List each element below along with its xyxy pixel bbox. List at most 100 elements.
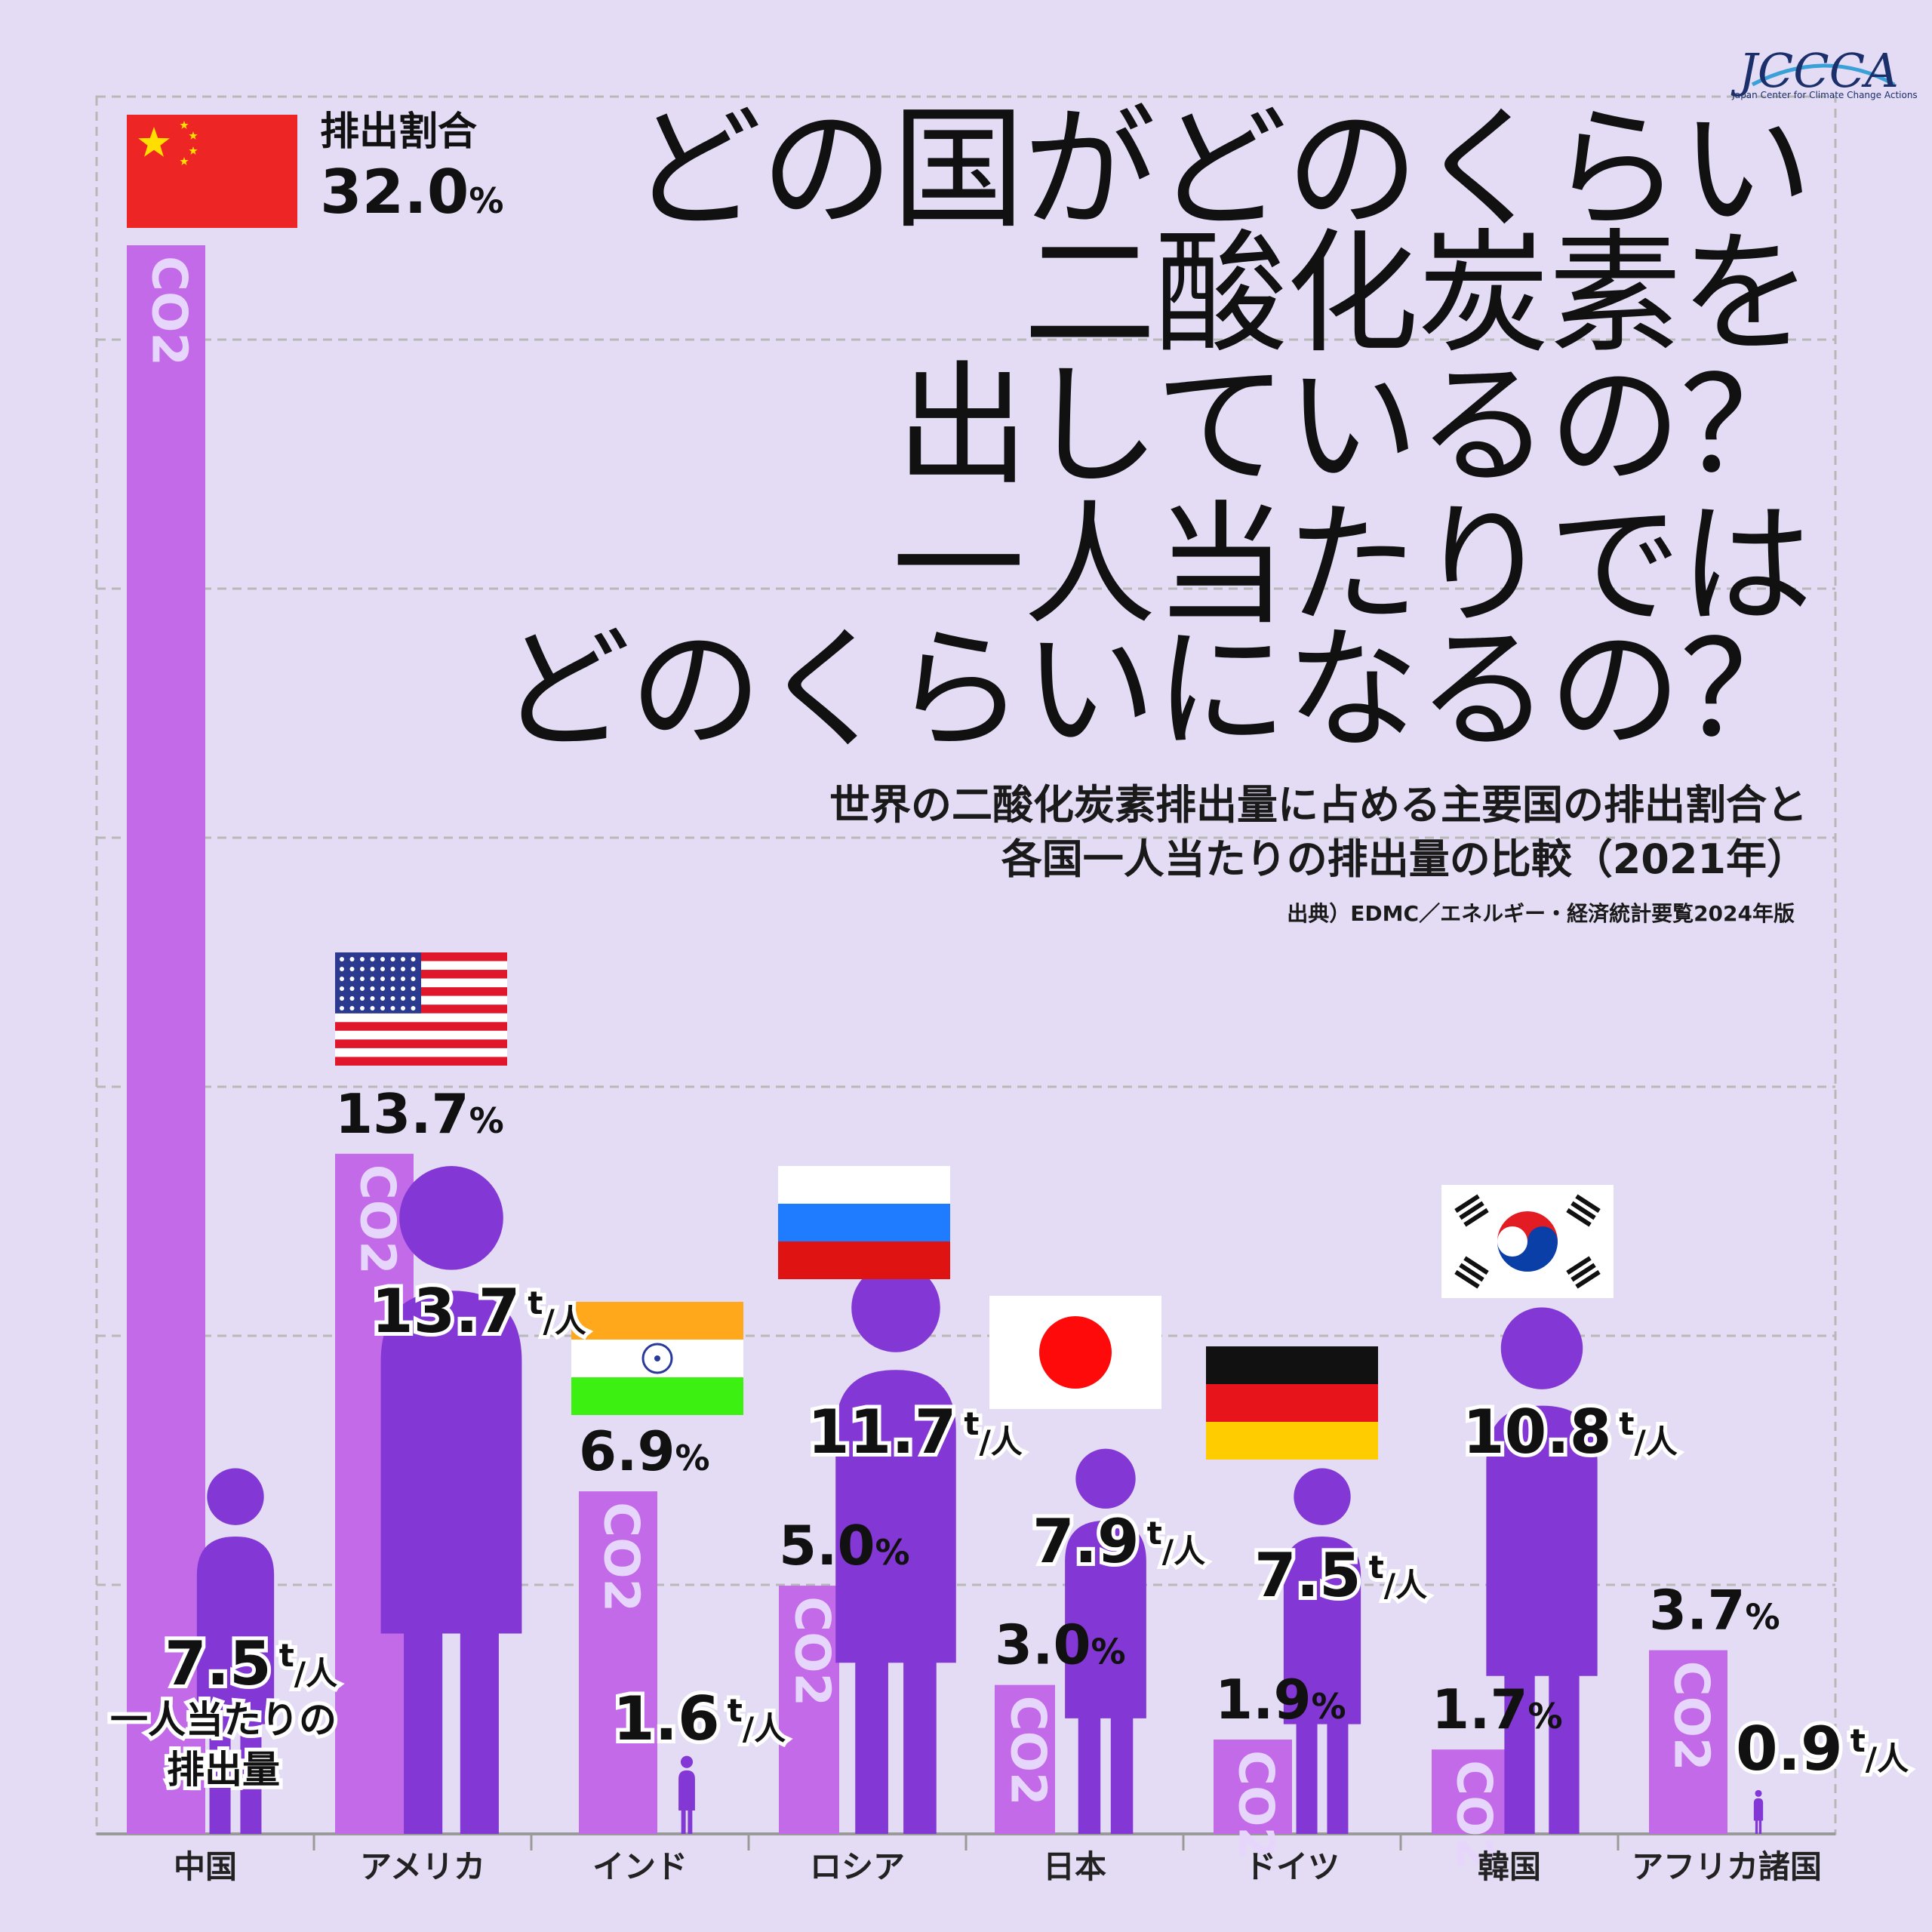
share-pct-label: 6.9% (579, 1420, 710, 1483)
subtitle-line-1: 世界の二酸化炭素排出量に占める主要国の排出割合と (829, 781, 1807, 829)
co2-bar-text: CO2 (1663, 1661, 1718, 1771)
india-flag-icon (571, 1302, 743, 1415)
person-body (1753, 1798, 1764, 1821)
title-block: どの国がどのくらい 二酸化炭素を 出しているの？ 一人当たりでは どのくらいにな… (498, 92, 1813, 926)
chart-grid (95, 95, 1837, 1850)
percap-label: 13.7 t/人 (371, 1276, 586, 1346)
co2-bar-text: CO2 (1445, 1760, 1501, 1870)
jccca-logo: JCCCA Japan Center for Climate Change Ac… (1730, 43, 1918, 100)
percap-caption-1: 一人当たりの (110, 1698, 337, 1742)
person-head (1294, 1468, 1351, 1525)
russia-flag-icon (778, 1166, 950, 1279)
co2-bar-text: CO2 (592, 1502, 648, 1612)
korea-flag-icon (1441, 1185, 1614, 1298)
category-label: アメリカ (360, 1848, 485, 1885)
person-body (835, 1370, 956, 1663)
value-labels: 中国 アメリカ インド ロシア 日本 ドイツ 韓国 アフリカ諸国 32.0% 13.7% 6.9% 5… (161, 157, 1912, 1885)
category-label: 中国 (174, 1848, 237, 1885)
category-label: アフリカ諸国 (1632, 1848, 1822, 1885)
person-leg (240, 1722, 262, 1834)
person-leg (209, 1722, 231, 1834)
category-label: 韓国 (1478, 1848, 1541, 1885)
category-label: ロシア (810, 1848, 905, 1885)
person-head (680, 1755, 694, 1768)
person-figure-icon (1065, 1448, 1146, 1834)
share-pct-label: 13.7% (335, 1082, 504, 1146)
person-figure-icon (196, 1468, 275, 1834)
share-heading: 排出割合 (320, 109, 477, 155)
subtitle-line-2: 各国一人当たりの排出量の比較（2021年） (1001, 835, 1807, 883)
person-body (1283, 1536, 1361, 1724)
percap-label: 0.9 t/人 (1736, 1714, 1909, 1784)
category-label: インド (592, 1848, 688, 1885)
person-figure-icon (1753, 1789, 1764, 1834)
title-line-3: 出しているの？ (896, 349, 1811, 503)
person-leg (855, 1661, 888, 1834)
share-pct-label: 1.7% (1432, 1678, 1563, 1741)
person-body (1486, 1405, 1598, 1676)
title-line-2: 二酸化炭素を (1023, 217, 1811, 371)
flags (127, 115, 1614, 1460)
person-body (380, 1291, 522, 1634)
person-leg (1327, 1722, 1349, 1834)
china-flag-icon (127, 115, 297, 228)
logo-tagline: Japan Center for Climate Change Actions (1731, 90, 1917, 100)
co2-bar-text: CO2 (783, 1596, 839, 1706)
share-bar-2 (579, 1491, 657, 1834)
share-bar-3 (779, 1586, 839, 1834)
person-head (399, 1166, 503, 1270)
share-pct-label: 32.0% (320, 157, 503, 227)
share-pct-label: 3.0% (995, 1614, 1126, 1677)
title-line-5: どのくらいになるの？ (498, 613, 1811, 768)
person-figure-icon (380, 1166, 522, 1834)
percap-label: 10.8 t/人 (1463, 1397, 1678, 1467)
person-leg (460, 1632, 499, 1834)
person-head (1755, 1789, 1762, 1797)
person-figure-icon (678, 1755, 695, 1834)
share-bar-5 (1214, 1740, 1292, 1834)
percap-label: 7.9 t/人 (1032, 1506, 1205, 1577)
category-label: 日本 (1043, 1848, 1106, 1885)
title-line-4: 一人当たりでは (892, 488, 1811, 643)
person-figure-icon (1283, 1468, 1361, 1834)
person-leg (1110, 1716, 1134, 1834)
share-bar-6 (1432, 1749, 1510, 1834)
percap-label: 11.7 t/人 (808, 1397, 1023, 1467)
person-body (1065, 1520, 1146, 1718)
person-body (678, 1770, 695, 1810)
germany-flag-icon (1206, 1346, 1378, 1460)
co2-bar-text: CO2 (1227, 1750, 1283, 1860)
plot-frame (95, 95, 1837, 1835)
logo-text: JCCCA (1730, 43, 1899, 98)
co2-bar-text: CO2 (140, 256, 196, 366)
person-leg (1504, 1674, 1535, 1834)
share-bar-4 (995, 1684, 1055, 1834)
share-pct-label: 1.9% (1215, 1668, 1346, 1731)
person-leg (688, 1808, 693, 1834)
person-leg (404, 1632, 443, 1834)
category-label: ドイツ (1244, 1848, 1340, 1885)
person-leg (903, 1661, 937, 1834)
co2-bar-text: CO2 (999, 1696, 1055, 1806)
source-note: 出典）EDMC／エネルギー・経済統計要覧2024年版 (1287, 901, 1795, 926)
japan-flag-icon (989, 1296, 1161, 1409)
person-head (851, 1263, 940, 1352)
person-head (1075, 1448, 1136, 1509)
person-figure-icon (1486, 1307, 1598, 1834)
person-leg (1549, 1674, 1580, 1834)
person-figure-icon (835, 1263, 956, 1834)
title-line-1: どの国がどのくらい (629, 92, 1811, 247)
share-pct-label: 5.0% (779, 1514, 910, 1577)
share-bar-0 (127, 245, 205, 1834)
share-bars: CO2 CO2 CO2 CO2 CO2 CO2 CO2 CO2 (127, 245, 1764, 1870)
person-leg (1296, 1722, 1318, 1834)
person-head (1500, 1307, 1583, 1389)
person-body (196, 1536, 275, 1724)
percap-label: 7.5 t/人 (1254, 1540, 1427, 1611)
co2-bar-text: CO2 (349, 1164, 405, 1275)
percap-label: 7.5 t/人 (165, 1629, 337, 1699)
person-head (207, 1468, 264, 1525)
person-leg (1078, 1716, 1101, 1834)
person-leg (1755, 1819, 1758, 1834)
